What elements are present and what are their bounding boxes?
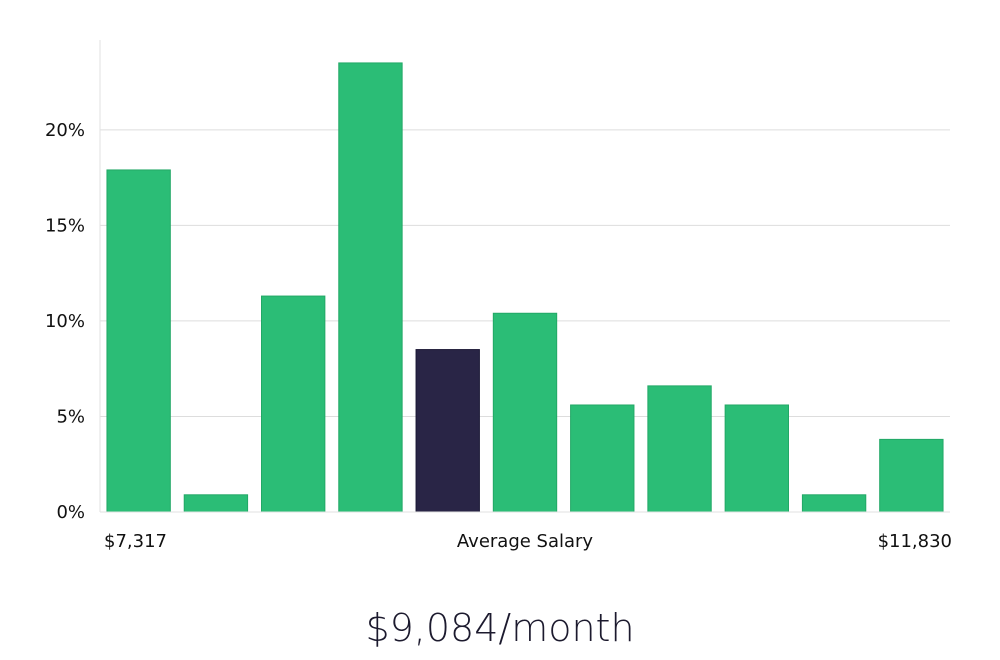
y-tick-label: 10% <box>45 311 85 332</box>
bar-series <box>106 62 944 513</box>
bar <box>647 385 712 513</box>
x-label-max: $11,830 <box>878 531 952 552</box>
bar <box>570 404 635 513</box>
y-tick-label: 20% <box>45 120 85 141</box>
y-tick-label: 15% <box>45 215 85 236</box>
axes <box>99 40 950 513</box>
average-salary-headline: $9,084/month <box>365 606 635 650</box>
y-tick-labels: 0% 5% 10% 15% 20% <box>45 120 85 523</box>
x-label-min: $7,317 <box>104 531 167 552</box>
bar <box>338 62 403 513</box>
bar <box>801 494 867 513</box>
bar <box>183 494 249 513</box>
y-tick-label: 0% <box>56 502 85 523</box>
bar <box>492 312 558 513</box>
bar <box>724 404 789 513</box>
bar-average-salary <box>415 349 480 513</box>
x-label-center: Average Salary <box>457 531 594 552</box>
bar <box>879 438 944 513</box>
bar <box>261 295 326 513</box>
y-tick-label: 5% <box>56 406 85 427</box>
bar <box>106 169 171 513</box>
